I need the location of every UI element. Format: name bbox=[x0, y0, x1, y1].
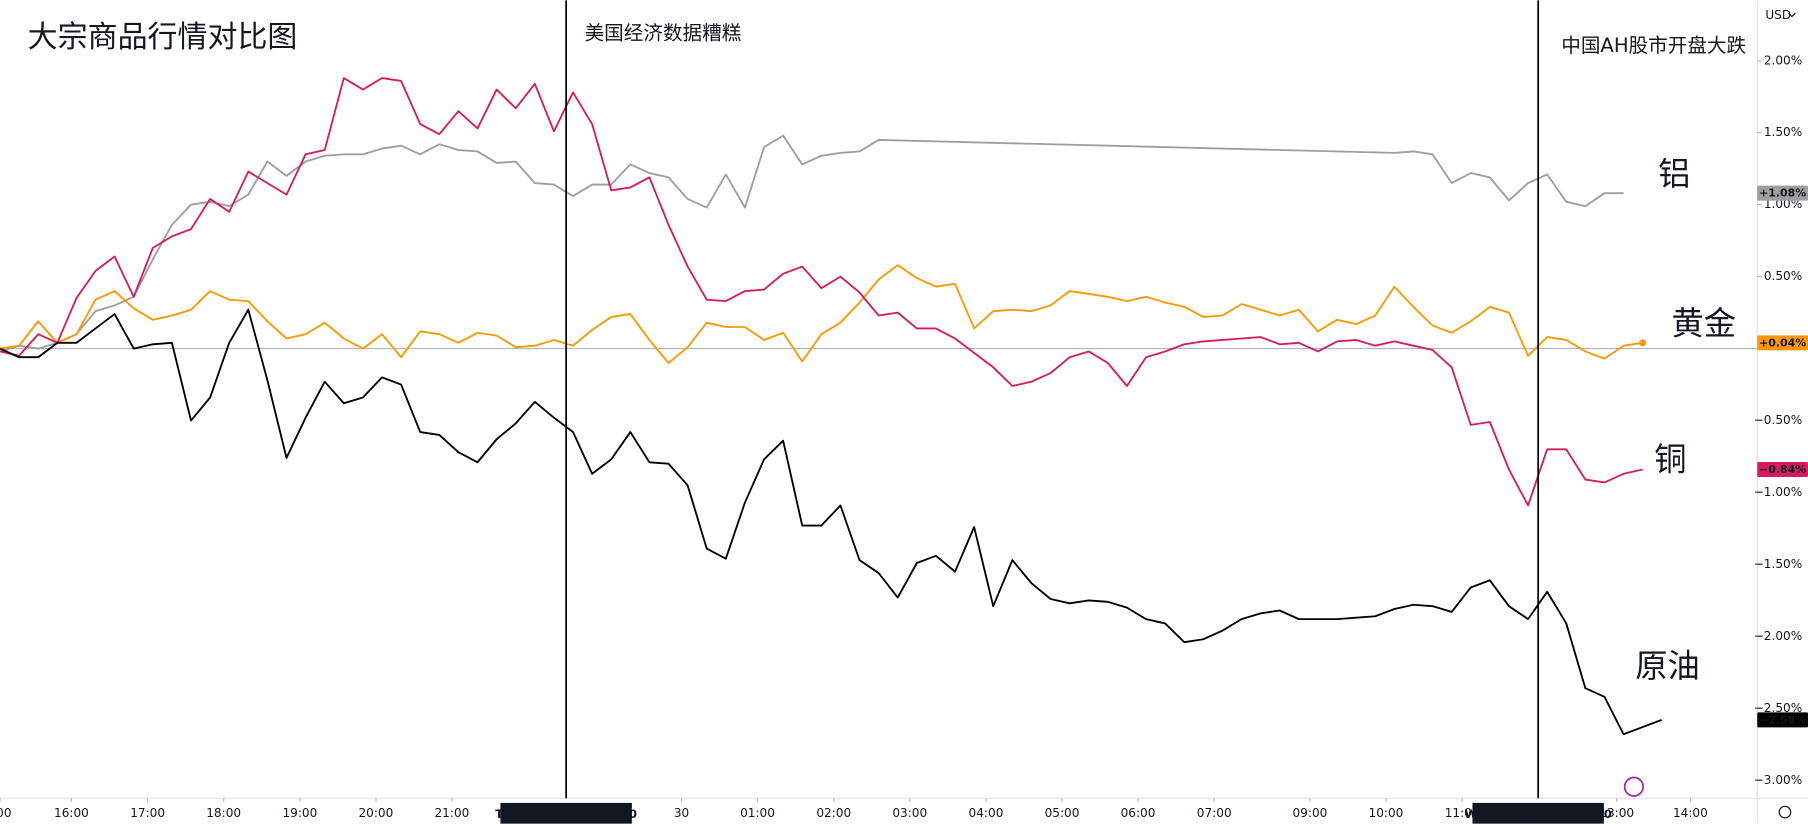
series-line bbox=[0, 264, 1643, 364]
chart-title: 大宗商品行情对比图 bbox=[28, 20, 298, 55]
last-point bbox=[1639, 339, 1647, 347]
x-tick-label: 00 bbox=[0, 806, 12, 820]
settings-icon[interactable] bbox=[1778, 805, 1792, 819]
series-line bbox=[0, 308, 1663, 736]
event-date-label: Wed 30 Apr '25 12:00 bbox=[1464, 807, 1611, 821]
price-badge-label: −2.58% bbox=[1759, 713, 1806, 726]
currency-label[interactable]: USD bbox=[1765, 8, 1791, 22]
y-tick-label: −2.50% bbox=[1754, 701, 1803, 715]
x-tick-label: 07:00 bbox=[1197, 806, 1232, 820]
price-badge-label: +1.08% bbox=[1759, 187, 1806, 200]
x-tick-label: 03:00 bbox=[892, 806, 927, 820]
price-badge bbox=[1757, 185, 1808, 201]
x-tick-label: 21:00 bbox=[434, 806, 469, 820]
x-tick-label: 10:00 bbox=[1369, 806, 1404, 820]
x-tick-label: 14:00 bbox=[1673, 806, 1708, 820]
event-annotation: 美国经济数据糟糕 bbox=[585, 21, 742, 44]
y-tick-label: −3.00% bbox=[1754, 773, 1803, 787]
x-tick-label: 18:00 bbox=[206, 806, 241, 820]
x-tick-label: 02:00 bbox=[816, 806, 851, 820]
price-badge bbox=[1757, 461, 1808, 477]
y-tick-label: −1.00% bbox=[1754, 485, 1803, 499]
price-badge-label: −0.84% bbox=[1759, 463, 1806, 476]
y-tick-label: 1.50% bbox=[1764, 125, 1802, 139]
x-tick-label: 20:00 bbox=[358, 806, 393, 820]
series-line bbox=[0, 134, 1624, 353]
x-tick-label: 11:00 bbox=[1445, 806, 1480, 820]
x-tick-label: 05:00 bbox=[1045, 806, 1080, 820]
x-tick-label: 01:00 bbox=[740, 806, 775, 820]
series-label: 铜 bbox=[1654, 440, 1686, 478]
event-date-box bbox=[1472, 802, 1604, 824]
y-tick-label: 0.50% bbox=[1764, 269, 1802, 283]
x-tick-label: 30 bbox=[674, 806, 689, 820]
price-badge-label: +0.04% bbox=[1759, 336, 1806, 349]
x-tick-label: 06:00 bbox=[1121, 806, 1156, 820]
event-annotation: 中国AH股市开盘大跌 bbox=[1561, 34, 1746, 57]
x-tick-label: 13:00 bbox=[1599, 806, 1634, 820]
series-label: 黄金 bbox=[1671, 305, 1736, 343]
series-label: 原油 bbox=[1635, 647, 1700, 685]
y-tick-label: 2.00% bbox=[1764, 53, 1802, 67]
event-date-label: Tue 29 Apr '25 22:30 bbox=[495, 807, 637, 821]
lightning-icon[interactable] bbox=[1623, 776, 1644, 797]
x-tick-label: 04:00 bbox=[969, 806, 1004, 820]
price-badge bbox=[1757, 712, 1808, 728]
y-tick-label: 1.00% bbox=[1764, 197, 1802, 211]
series-line bbox=[0, 77, 1643, 507]
x-tick-label: 16:00 bbox=[54, 806, 89, 820]
currency-dropdown[interactable] bbox=[1787, 12, 1796, 18]
y-tick-label: −2.00% bbox=[1754, 629, 1803, 643]
y-tick-label: −0.50% bbox=[1754, 413, 1803, 427]
y-tick-label: −1.50% bbox=[1754, 557, 1803, 571]
x-tick-label: 17:00 bbox=[130, 806, 165, 820]
event-date-box bbox=[500, 802, 632, 824]
series-label: 铝 bbox=[1658, 155, 1690, 193]
x-tick-label: 19:00 bbox=[282, 806, 317, 820]
price-badge bbox=[1757, 335, 1808, 351]
x-tick-label: 09:00 bbox=[1292, 806, 1327, 820]
